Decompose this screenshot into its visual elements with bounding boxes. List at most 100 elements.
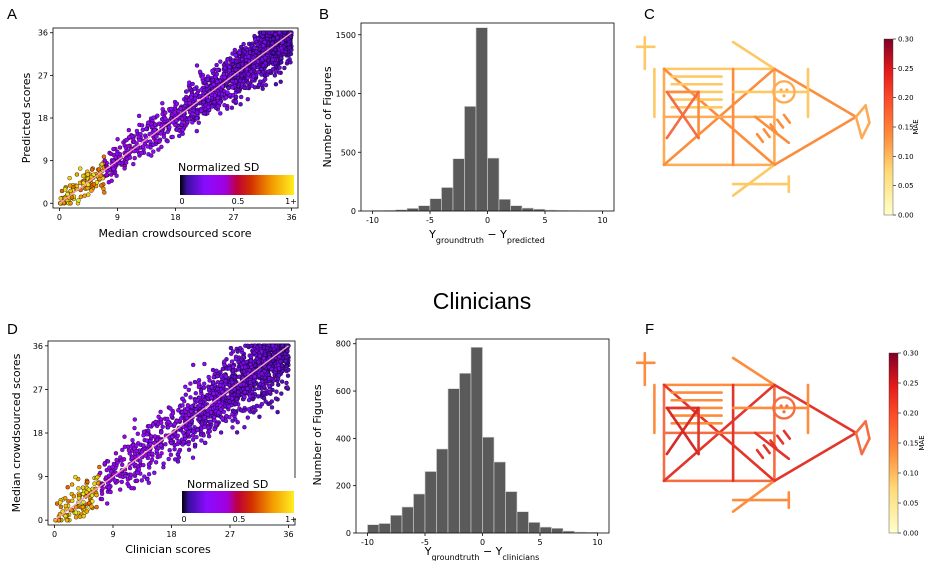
scatter-point — [205, 77, 210, 82]
scatter-point — [220, 389, 225, 394]
rocf-diamond-3 — [860, 437, 871, 456]
scatter-point — [132, 425, 137, 431]
scatter-point — [276, 50, 281, 56]
scatter-point — [202, 88, 207, 93]
scatter-point — [76, 198, 81, 203]
scatter-point — [132, 149, 137, 154]
rocf-face-eye — [779, 404, 783, 408]
colorbar-tick-label: 0.15 — [903, 440, 919, 448]
x-axis-label-a: Median crowdsourced score — [98, 227, 251, 240]
scatter-point — [200, 394, 206, 399]
scatter-point — [288, 51, 294, 57]
scatter-point — [282, 65, 287, 71]
y-tick-label: 400 — [336, 434, 351, 443]
scatter-point — [233, 356, 238, 362]
scatter-point — [273, 82, 279, 87]
y-tick-label: 0 — [351, 207, 356, 216]
scatter-point — [104, 172, 109, 178]
x-tick-label: 9 — [110, 530, 115, 539]
scatter-point — [257, 414, 262, 419]
scatter-point — [269, 30, 275, 35]
scatter-point — [236, 390, 241, 395]
mae-colorbar-label-f: MAE — [918, 435, 926, 450]
mae-colorbar-ticks-c: 0.00 0.05 0.10 0.15 0.20 0.25 0.30 — [893, 36, 914, 220]
scatter-point — [273, 396, 279, 401]
scatter-point — [251, 74, 256, 79]
sd-tick-half-a: 0.5 — [232, 197, 245, 206]
scatter-point — [196, 120, 201, 125]
scatter-point — [180, 396, 185, 401]
x-tick-label: 0 — [52, 530, 57, 539]
colorbar-tick-label: 0.20 — [898, 94, 914, 102]
scatter-point — [219, 91, 225, 97]
mae-colorbar-f: 0.00 0.05 0.10 0.15 0.20 0.25 0.30 MAE — [888, 350, 926, 538]
scatter-point — [185, 406, 190, 411]
scatter-point — [138, 459, 143, 464]
scatter-point — [69, 195, 75, 200]
scatter-point — [276, 373, 281, 378]
scatter-point — [239, 94, 244, 100]
scatter-point — [81, 500, 86, 505]
scatter-point — [206, 374, 211, 380]
scatter-point — [95, 475, 100, 480]
sd-colorbar-a — [180, 175, 294, 195]
scatter-point — [232, 47, 237, 53]
x-tick-label: 5 — [542, 216, 547, 225]
scatter-point — [259, 72, 264, 77]
ticks-b: -10 -5 0 5 10 0 500 1000 1500 — [336, 31, 608, 225]
scatter-point — [234, 396, 239, 402]
scatter-point — [228, 345, 234, 351]
histogram-bar — [505, 491, 518, 534]
scatter-point — [246, 54, 251, 59]
scatter-point — [215, 95, 220, 101]
x-tick-label: 9 — [115, 213, 120, 222]
sd-tick-0-d: 0 — [181, 515, 186, 524]
scatter-point — [128, 475, 133, 481]
scatter-point — [211, 375, 216, 380]
scatter-point — [241, 41, 246, 47]
scatter-point — [249, 354, 254, 359]
x-axis-label-d: Clinician scores — [125, 543, 211, 556]
scatter-point — [252, 382, 257, 387]
scatter-point — [199, 108, 204, 113]
scatter-point — [223, 418, 229, 424]
scatter-point — [226, 395, 232, 400]
ticks-d: 0 9 18 27 36 0 9 18 27 36 — [33, 342, 294, 539]
scatter-point — [165, 416, 170, 422]
scatter-point — [148, 434, 154, 439]
scatter-point — [160, 107, 165, 112]
x-label-e-mid: − Y — [479, 545, 502, 558]
scatter-point — [76, 496, 82, 501]
rocf-slash-tick — [769, 439, 778, 450]
scatter-point — [166, 456, 171, 462]
rocf-arrow-upper — [773, 383, 858, 435]
scatter-point — [181, 440, 186, 445]
y-tick-label: 27 — [38, 71, 48, 80]
scatter-point — [148, 139, 153, 144]
scatter-point — [214, 72, 219, 77]
scatter-point — [265, 36, 270, 42]
panel-b: -10 -5 0 5 10 0 500 1000 1500 Ygroundtruth − Ypr… — [321, 22, 615, 245]
scatter-point — [85, 186, 90, 191]
scatter-point — [177, 133, 182, 139]
scatter-point — [194, 116, 200, 121]
scatter-point — [234, 430, 240, 435]
scatter-point — [127, 465, 133, 471]
scatter-point — [114, 173, 119, 178]
scatter-point — [236, 359, 241, 365]
scatter-point — [231, 364, 236, 369]
scatter-point — [211, 391, 216, 396]
scatter-point — [230, 368, 236, 373]
scatter-point — [263, 82, 269, 88]
scatter-point — [259, 349, 264, 354]
scatter-point — [189, 409, 194, 414]
y-tick-label: 27 — [33, 385, 43, 394]
scatter-point — [265, 345, 270, 351]
scatter-point — [174, 418, 180, 424]
panel-a: 0 9 18 27 36 0 9 18 27 36 Median crowdsourced sco… — [20, 27, 299, 240]
scatter-point — [143, 453, 148, 458]
scatter-point — [225, 106, 230, 111]
y-tick-label: 36 — [38, 29, 48, 38]
scatter-point — [141, 429, 147, 434]
scatter-point — [215, 79, 220, 84]
